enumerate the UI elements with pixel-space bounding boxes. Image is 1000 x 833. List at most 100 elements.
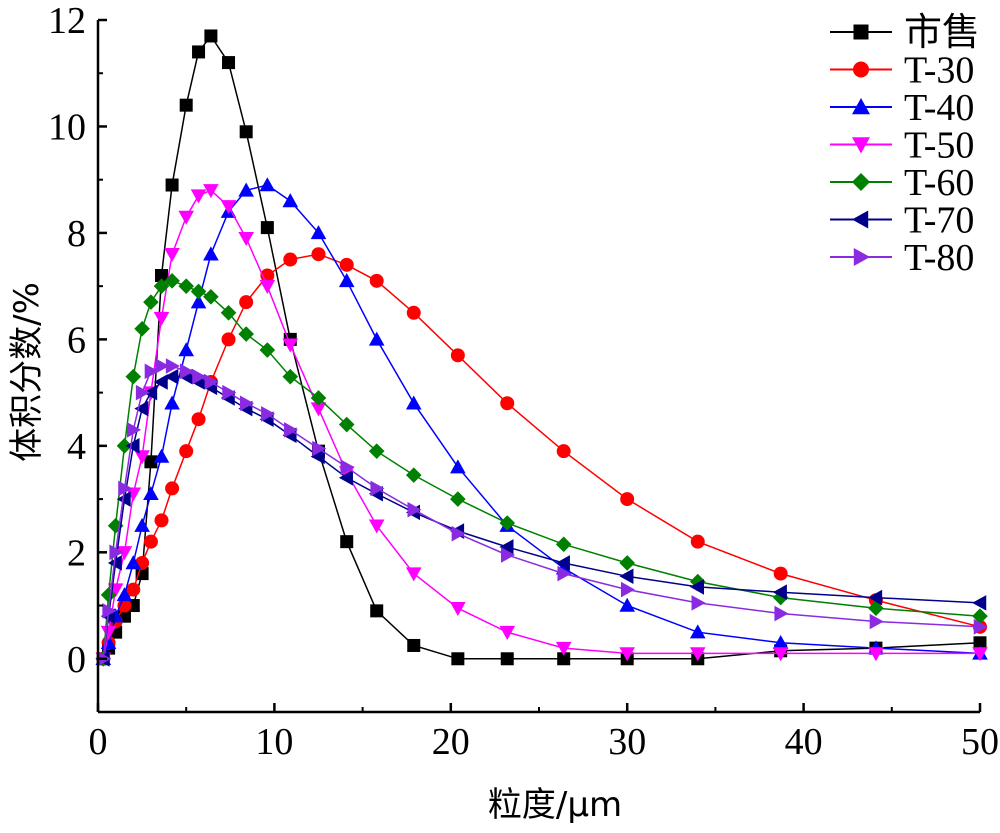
series-1 (96, 29, 987, 666)
data-point (556, 444, 571, 459)
data-point (259, 342, 276, 358)
data-point (238, 326, 254, 342)
plot-background (98, 20, 980, 712)
data-point (368, 331, 385, 346)
data-point (340, 459, 355, 475)
data-point (190, 294, 207, 309)
data-point (619, 647, 635, 662)
data-point (220, 304, 237, 321)
legend-marker (852, 210, 869, 229)
y-axis-title: 体积分数/% (7, 282, 47, 462)
data-point (135, 567, 149, 581)
data-point (691, 595, 706, 611)
data-point (134, 320, 150, 337)
data-point (238, 232, 254, 247)
data-point (370, 480, 385, 497)
x-axis-title: 粒度/μm (488, 785, 622, 825)
data-point (283, 252, 298, 267)
data-point (500, 652, 514, 666)
data-point (451, 525, 466, 542)
legend-label: T-60 (904, 162, 974, 204)
data-point (144, 363, 159, 380)
data-point (338, 273, 355, 288)
legend-marker (852, 173, 870, 191)
data-point (221, 332, 236, 347)
data-point (339, 257, 354, 272)
data-point (179, 444, 194, 459)
data-point (340, 535, 354, 549)
data-point (406, 305, 421, 320)
legend-item: T-40 (830, 87, 974, 129)
data-point (102, 603, 117, 619)
data-point (772, 635, 789, 650)
data-point (282, 338, 299, 353)
data-point (259, 177, 276, 192)
legend-marker (853, 248, 870, 266)
data-point (190, 283, 207, 300)
data-point (222, 384, 237, 401)
legend-item: 市售 (830, 12, 980, 54)
data-point (310, 390, 327, 406)
series-line (102, 375, 981, 659)
data-point (204, 29, 218, 43)
data-point (126, 582, 141, 597)
data-point (310, 448, 325, 465)
data-point (312, 440, 327, 457)
data-point (620, 581, 635, 598)
data-point (153, 448, 170, 463)
data-point (179, 98, 193, 112)
data-point (164, 368, 179, 385)
data-point (165, 481, 180, 496)
x-tick-label: 50 (961, 721, 999, 763)
data-point (338, 416, 355, 433)
data-point (557, 652, 571, 666)
data-point (499, 625, 516, 640)
data-point (116, 438, 133, 454)
data-point (143, 534, 158, 549)
data-point (405, 395, 422, 410)
data-point (370, 604, 384, 618)
data-point (405, 567, 422, 582)
legend-marker (852, 98, 870, 115)
data-point (499, 515, 516, 531)
data-point (178, 342, 194, 357)
data-point (501, 547, 516, 563)
data-point (164, 247, 180, 263)
data-point (190, 189, 207, 204)
data-point (689, 647, 706, 662)
data-point (311, 247, 326, 262)
legend-label: T-40 (904, 87, 974, 129)
data-point (164, 273, 180, 289)
y-tick-label: 10 (48, 106, 86, 148)
series-7 (97, 358, 988, 667)
data-point (868, 647, 884, 662)
data-point (144, 455, 158, 469)
data-point (369, 273, 384, 288)
y-tick-label: 4 (67, 426, 86, 468)
legend-item: T-60 (830, 162, 974, 204)
data-point (125, 555, 142, 570)
data-point (868, 600, 884, 616)
data-point (405, 467, 422, 483)
data-point (689, 573, 706, 590)
data-point (261, 406, 276, 422)
data-point (203, 289, 219, 305)
data-point (203, 184, 219, 199)
legend-label: T-80 (904, 237, 974, 279)
legend-label: T-50 (904, 125, 974, 167)
data-point (689, 624, 706, 639)
data-point (239, 295, 254, 310)
data-point (259, 279, 276, 294)
data-point (153, 278, 170, 294)
data-point (165, 178, 179, 192)
data-point (125, 438, 140, 454)
data-point (238, 182, 254, 197)
series-layer (95, 29, 988, 667)
series-line (102, 253, 981, 660)
legend-item: T-70 (830, 200, 974, 242)
data-point (222, 56, 236, 70)
data-point (135, 384, 150, 401)
data-point (178, 278, 194, 294)
data-point (619, 568, 634, 585)
legend-item: T-30 (830, 50, 974, 92)
